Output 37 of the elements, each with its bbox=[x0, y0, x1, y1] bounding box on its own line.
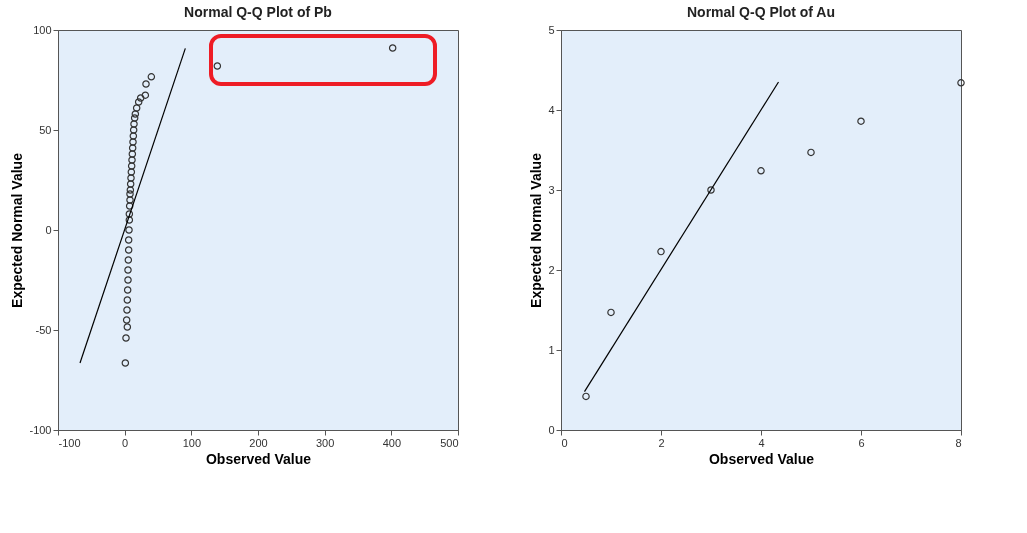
x-tick-label: 500 bbox=[440, 436, 459, 449]
point bbox=[957, 79, 965, 87]
chart-title: Normal Q-Q Plot of Pb bbox=[184, 4, 332, 20]
x-axis-title: Observed Value bbox=[205, 450, 312, 467]
y-tick-label: 4 bbox=[548, 103, 555, 116]
y-axis-title: Expected Normal Value bbox=[528, 152, 545, 308]
x-tick-label: 100 bbox=[182, 436, 202, 449]
y-tick-label: 100 bbox=[33, 23, 52, 36]
x-axis-title: Observed Value bbox=[708, 450, 815, 467]
x-tick-label: 2 bbox=[658, 436, 665, 449]
x-tick-label: 4 bbox=[758, 436, 765, 449]
point bbox=[807, 148, 815, 157]
point bbox=[607, 308, 615, 317]
x-tick-label: 8 bbox=[955, 436, 962, 449]
y-tick-label: 1 bbox=[548, 343, 555, 356]
point bbox=[707, 186, 715, 194]
x-tick-label: 200 bbox=[249, 436, 268, 449]
x-tick-label: 0 bbox=[561, 436, 568, 449]
point bbox=[657, 247, 665, 256]
y-tick-label: 3 bbox=[548, 183, 555, 196]
chart-title: Normal Q-Q Plot of Au bbox=[686, 4, 836, 20]
y-tick-label: 0 bbox=[45, 223, 52, 236]
point bbox=[857, 117, 865, 125]
x-tick-label: 300 bbox=[315, 436, 335, 449]
x-tick-label: 6 bbox=[858, 436, 865, 449]
y-tick-label: 50 bbox=[39, 123, 52, 136]
x-tick-label: 400 bbox=[382, 436, 402, 449]
x-tick-label: -100 bbox=[58, 436, 81, 449]
point bbox=[757, 167, 765, 175]
y-tick-label: -100 bbox=[29, 423, 52, 436]
y-tick-label: -50 bbox=[35, 323, 52, 336]
x-tick-label: 0 bbox=[122, 436, 129, 449]
y-tick-label: 5 bbox=[548, 23, 555, 36]
point bbox=[582, 392, 590, 401]
y-axis-title: Expected Normal Value bbox=[9, 152, 26, 308]
y-tick-label: 0 bbox=[548, 423, 555, 436]
y-tick-label: 2 bbox=[548, 263, 555, 276]
